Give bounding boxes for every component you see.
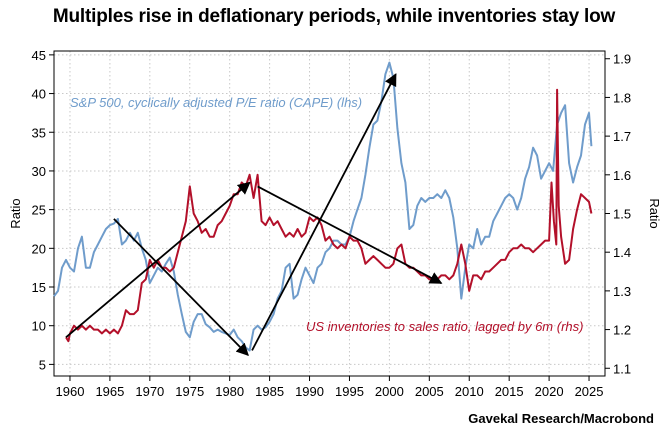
x-tick-label: 1960 — [56, 384, 85, 399]
inventory-series-line — [65, 88, 593, 343]
y-right-tick-label: 1.6 — [613, 168, 631, 183]
cape-series-line — [53, 61, 593, 352]
x-tick-label: 1970 — [135, 384, 164, 399]
y-left-tick-label: 35 — [32, 125, 46, 140]
trend-arrow — [113, 218, 249, 357]
x-tick-label: 2015 — [495, 384, 524, 399]
y-right-tick-label: 1.9 — [613, 52, 631, 67]
y-right-tick-label: 1.5 — [613, 207, 631, 222]
x-tick-label: 2025 — [575, 384, 604, 399]
x-tick-label: 1965 — [95, 384, 124, 399]
x-tick-label: 2010 — [455, 384, 484, 399]
x-tick-label: 2005 — [415, 384, 444, 399]
x-tick-label: 2000 — [375, 384, 404, 399]
y-right-tick-label: 1.8 — [613, 90, 631, 105]
x-tick-label: 1985 — [255, 384, 284, 399]
x-tick-label: 1990 — [295, 384, 324, 399]
y-left-axis-label: Ratio — [8, 198, 23, 228]
x-tick-label: 1975 — [175, 384, 204, 399]
x-tick-label: 2020 — [535, 384, 564, 399]
trend-arrow — [251, 73, 397, 351]
x-tick-label: 1995 — [335, 384, 364, 399]
y-left-tick-label: 20 — [32, 241, 46, 256]
y-right-tick-label: 1.3 — [613, 284, 631, 299]
chart-title: Multiples rise in deflationary periods, … — [52, 6, 616, 27]
inventory-series-annotation: US inventories to sales ratio, lagged by… — [306, 319, 583, 334]
y-left-tick-label: 40 — [32, 87, 46, 102]
x-tick-label: 1980 — [215, 384, 244, 399]
y-right-tick-label: 1.4 — [613, 245, 631, 260]
y-left-tick-label: 5 — [39, 357, 46, 372]
y-left-tick-label: 15 — [32, 280, 46, 295]
trend-arrow — [65, 181, 251, 338]
y-right-axis-label: Ratio — [647, 198, 662, 228]
y-left-tick-label: 25 — [32, 203, 46, 218]
cape-series-annotation: S&P 500, cyclically adjusted P/E ratio (… — [70, 95, 362, 110]
trend-arrow — [257, 185, 443, 284]
y-left-tick-label: 30 — [32, 164, 46, 179]
y-right-tick-label: 1.2 — [613, 323, 631, 338]
y-left-tick-label: 10 — [32, 319, 46, 334]
y-right-tick-label: 1.1 — [613, 361, 631, 376]
source-credit: Gavekal Research/Macrobond — [468, 411, 654, 426]
y-right-tick-label: 1.7 — [613, 129, 631, 144]
y-left-tick-label: 45 — [32, 48, 46, 63]
